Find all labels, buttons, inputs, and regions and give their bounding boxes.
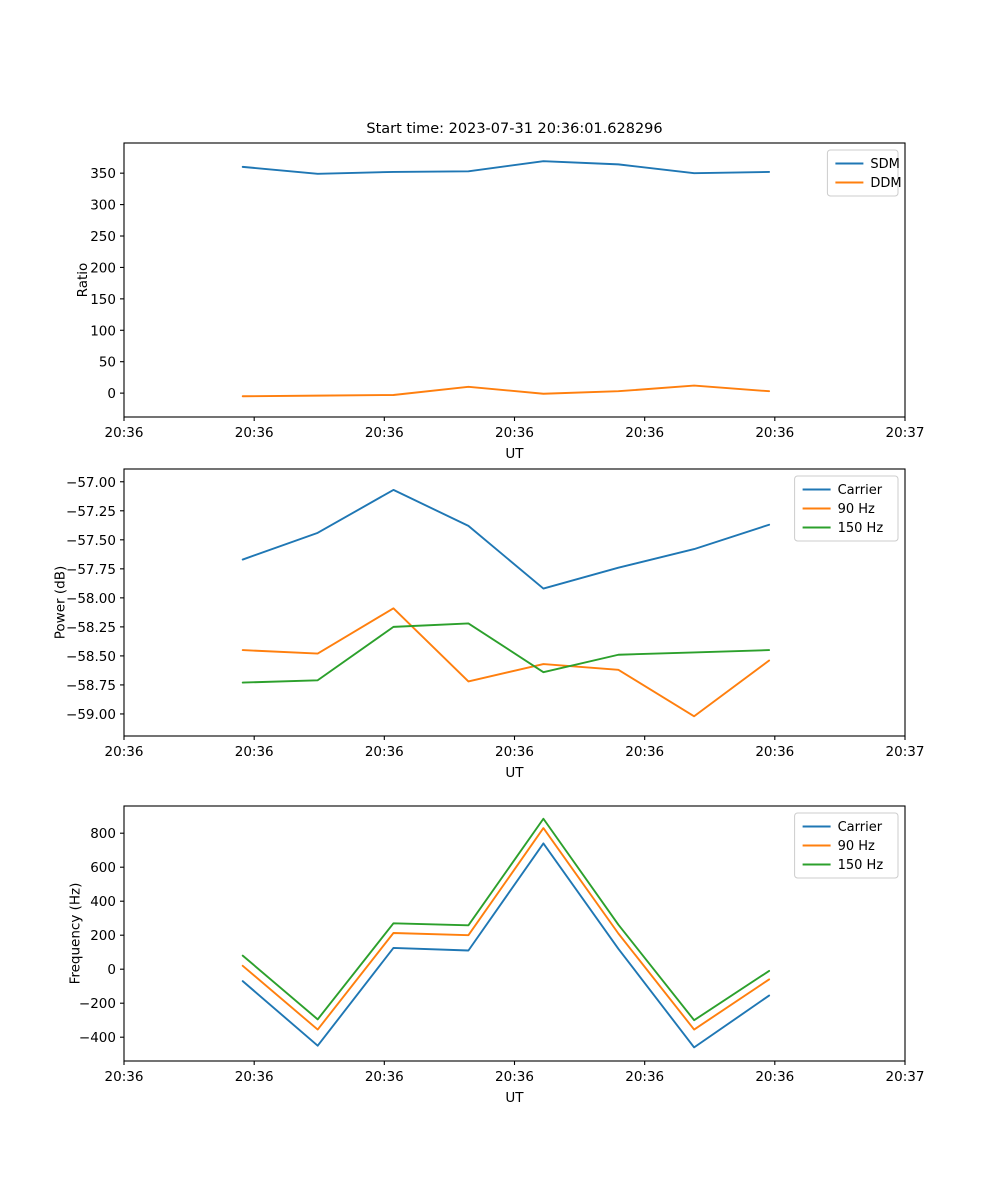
axes-panel-ratio: Start time: 2023-07-31 20:36:01.628296 20… <box>75 121 924 462</box>
axes-frame <box>123 805 906 1062</box>
x-tick-label: 20:36 <box>625 1069 664 1085</box>
axes-panel-frequency: 20:36 20:36 20:36 20:36 20:36 20:36 20:37 UT −40… <box>68 805 925 1106</box>
y-tick-label: −58.50 <box>66 649 116 665</box>
y-tick-label: −58.00 <box>66 591 116 607</box>
x-tick-label: 20:36 <box>755 744 794 760</box>
legend-box <box>794 475 899 542</box>
legend-box <box>826 149 899 197</box>
legend-panel-ratio: SDM DDM <box>826 149 902 197</box>
y-tick-label: 250 <box>90 229 116 245</box>
y-tick-label: 150 <box>90 292 116 308</box>
x-tick-label: 20:36 <box>235 744 274 760</box>
series-line-90-hz <box>241 827 771 1031</box>
x-axis-label: UT <box>505 446 524 462</box>
x-tick-label: 20:36 <box>755 425 794 441</box>
y-tick-label: 200 <box>90 260 116 276</box>
x-tick-label: 20:37 <box>886 425 925 441</box>
y-tick-label: 0 <box>107 962 116 978</box>
x-axis-label: UT <box>505 1090 524 1106</box>
x-tick-label: 20:37 <box>886 1069 925 1085</box>
legend-entry-label: 150 Hz <box>838 858 884 873</box>
legend-entry-label: 150 Hz <box>838 521 884 536</box>
x-tick-label: 20:36 <box>105 425 144 441</box>
y-tick-label: −59.00 <box>66 707 116 723</box>
y-tick-label: −58.25 <box>66 620 116 636</box>
y-axis-label: Frequency (Hz) <box>68 883 84 985</box>
y-tick-label: −57.25 <box>66 504 116 520</box>
legend-entry-label: SDM <box>870 157 899 172</box>
y-tick-label: 800 <box>90 826 116 842</box>
legend-entry-label: 90 Hz <box>838 839 875 854</box>
axes-frame <box>123 468 906 737</box>
x-tick-label: 20:36 <box>105 1069 144 1085</box>
legend-panel-power: Carrier 90 Hz 150 Hz <box>794 475 899 542</box>
legend-panel-frequency: Carrier 90 Hz 150 Hz <box>794 812 899 879</box>
series-line-carrier <box>241 488 771 590</box>
x-tick-label: 20:36 <box>625 744 664 760</box>
legend-entry-label: 90 Hz <box>838 502 875 517</box>
x-tick-label: 20:36 <box>495 425 534 441</box>
legend-entry-label: Carrier <box>838 820 883 835</box>
x-tick-label: 20:36 <box>365 744 404 760</box>
x-tick-label: 20:36 <box>235 1069 274 1085</box>
y-tick-label: 0 <box>107 386 116 402</box>
y-tick-label: 600 <box>90 860 116 876</box>
series-line-carrier <box>241 842 771 1049</box>
x-tick-label: 20:37 <box>886 744 925 760</box>
y-axis-label: Power (dB) <box>52 566 68 639</box>
x-tick-label: 20:36 <box>365 1069 404 1085</box>
axes-frame <box>123 142 906 418</box>
y-tick-label: 400 <box>90 894 116 910</box>
y-tick-label: −58.75 <box>66 678 116 694</box>
legend-box <box>794 812 899 879</box>
y-tick-label: 50 <box>99 355 116 371</box>
series-line-150-hz <box>241 817 771 1022</box>
series-line-sdm <box>241 160 771 175</box>
axes-panel-power: 20:36 20:36 20:36 20:36 20:36 20:36 20:37 UT −59… <box>52 468 925 781</box>
y-tick-label: 300 <box>90 198 116 214</box>
x-axis-label: UT <box>505 765 524 781</box>
y-axis-label: Ratio <box>75 263 91 298</box>
x-tick-label: 20:36 <box>625 425 664 441</box>
y-tick-label: 100 <box>90 323 116 339</box>
y-tick-label: −400 <box>79 1030 116 1046</box>
x-tick-label: 20:36 <box>495 1069 534 1085</box>
legend-entry-label: DDM <box>870 176 901 191</box>
legend-entry-label: Carrier <box>838 483 883 498</box>
y-tick-label: −57.75 <box>66 562 116 578</box>
x-tick-label: 20:36 <box>365 425 404 441</box>
y-tick-label: −200 <box>79 996 116 1012</box>
plot-title: Start time: 2023-07-31 20:36:01.628296 <box>366 121 662 137</box>
y-tick-label: −57.00 <box>66 475 116 491</box>
series-line-90-hz <box>241 607 771 718</box>
series-line-ddm <box>241 384 771 398</box>
y-tick-label: 350 <box>90 166 116 182</box>
x-tick-label: 20:36 <box>755 1069 794 1085</box>
x-tick-label: 20:36 <box>235 425 274 441</box>
y-tick-label: −57.50 <box>66 533 116 549</box>
x-tick-label: 20:36 <box>495 744 534 760</box>
y-tick-label: 200 <box>90 928 116 944</box>
series-line-150-hz <box>241 622 771 684</box>
x-tick-label: 20:36 <box>105 744 144 760</box>
